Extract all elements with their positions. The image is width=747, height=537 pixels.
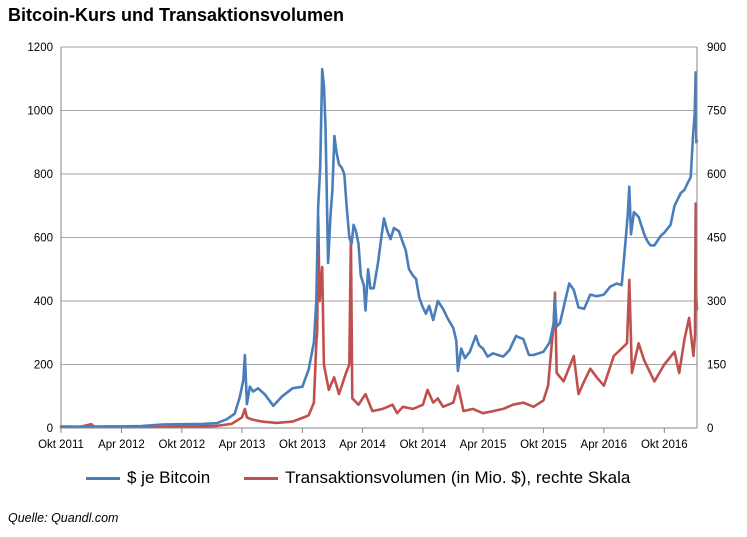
series-layer [59, 67, 699, 429]
axes: 0 200 400 600 800 1000 1200 0 150 300 450 600 750 900… [27, 42, 726, 451]
x-tick-label: Okt 2015 [520, 439, 567, 451]
y-right-tick-label: 0 [707, 423, 713, 435]
y-right-tick-label: 450 [707, 233, 726, 245]
y-right-tick-label: 600 [707, 169, 726, 181]
x-tick-label: Apr 2015 [460, 439, 507, 451]
y-right-tick-label: 150 [707, 360, 726, 372]
y-right-tick-label: 300 [707, 296, 726, 308]
y-right-tick-label: 750 [707, 106, 726, 118]
y-left-tick-label: 1000 [27, 106, 53, 118]
y-left-tick-label: 400 [34, 296, 53, 308]
gridlines [61, 46, 697, 365]
x-tick-label: Okt 2016 [641, 439, 688, 451]
x-tick-label: Okt 2014 [400, 439, 447, 451]
y-left-tick-label: 800 [34, 169, 53, 181]
x-tick-label: Okt 2011 [38, 439, 84, 451]
legend-swatch-price [86, 476, 120, 480]
y-left-tick-label: 1200 [27, 42, 53, 54]
legend-label-volume: Transaktionsvolumen (in Mio. $), rechte … [285, 468, 631, 487]
series-line-volume [59, 202, 699, 429]
legend: $ je Bitcoin Transaktionsvolumen (in Mio… [86, 468, 664, 488]
x-tick-label: Apr 2016 [581, 439, 628, 451]
series-line-price [59, 67, 699, 429]
legend-item-volume: Transaktionsvolumen (in Mio. $), rechte … [244, 468, 630, 488]
x-tick-label: Okt 2013 [279, 439, 326, 451]
x-tick-label: Apr 2012 [98, 439, 145, 451]
y-left-tick-label: 600 [34, 233, 53, 245]
y-left-tick-label: 0 [47, 423, 53, 435]
x-tick-label: Apr 2013 [219, 439, 266, 451]
chart-title: Bitcoin-Kurs und Transaktionsvolumen [8, 5, 345, 25]
legend-item-price: $ je Bitcoin [86, 468, 210, 488]
legend-swatch-volume [244, 476, 279, 480]
y-right-tick-label: 900 [707, 42, 726, 54]
x-tick-label: Okt 2012 [159, 439, 206, 451]
x-tick-label: Apr 2014 [339, 439, 386, 451]
source-note: Quelle: Quandl.com [8, 511, 119, 525]
y-left-tick-label: 200 [34, 360, 53, 372]
chart-plot: 0 200 400 600 800 1000 1200 0 150 300 450 600 750 900… [27, 42, 726, 451]
legend-label-price: $ je Bitcoin [127, 468, 211, 487]
